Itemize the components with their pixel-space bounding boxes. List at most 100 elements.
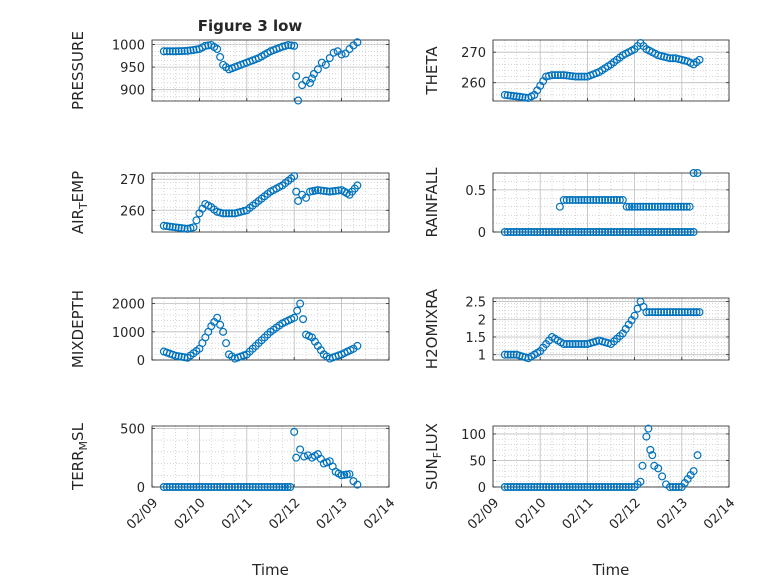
data-point [183,483,192,492]
data-point [665,483,674,492]
data-point [665,308,674,317]
data-point [589,228,598,237]
data-point [604,195,613,204]
data-point [524,483,533,492]
data-point [676,202,685,211]
data-point [503,350,512,359]
data-point [316,186,325,195]
data-point [665,228,674,237]
subplot-3: 0 0.5 RAINFALL [423,167,730,241]
data-point [533,228,542,237]
data-point [556,483,565,492]
y-axis-label: PRESSURE [69,31,87,110]
y-tick-label: 2000 [112,298,145,313]
data-point [527,228,536,237]
data-point [671,228,680,237]
data-point [542,483,551,492]
data-point [159,483,168,492]
data-point [660,308,669,317]
x-tick-label: 02/09 [124,496,161,533]
data-point [225,209,234,218]
data-point [515,228,524,237]
data-point [693,169,702,178]
data-point [162,47,171,56]
data-point [177,483,186,492]
data-point [625,202,634,211]
data-point [658,472,667,481]
data-point [559,71,568,80]
data-point [286,483,295,492]
data-point [227,483,236,492]
data-series [500,39,704,102]
axes-frame [151,172,390,233]
data-point [159,47,168,56]
data-point [515,92,524,101]
data-point [294,96,303,105]
data-point [627,202,636,211]
x-tick-label: 02/09 [465,496,502,533]
data-point [533,483,542,492]
data-point [345,470,354,479]
x-tick-label: 02/14 [701,496,738,533]
data-point [512,228,521,237]
y-axis-label-tail: EMP [69,171,87,202]
data-point [174,352,183,361]
data-point [556,228,565,237]
data-point [521,93,530,102]
data-point [606,195,615,204]
data-point [645,228,654,237]
data-point [674,228,683,237]
data-point [509,483,518,492]
data-point [227,209,236,218]
data-point [586,483,595,492]
data-point [662,202,671,211]
data-point [680,228,689,237]
data-point [171,47,180,56]
axes-frame [492,39,730,102]
data-point [559,340,568,349]
y-axis-label-main: MIXDEPTH [69,290,87,368]
data-point [689,169,698,178]
data-point [622,202,631,211]
data-point [174,483,183,492]
data-point [280,483,289,492]
data-point [624,228,633,237]
data-point [162,483,171,492]
data-point [309,69,318,78]
y-axis-label-subscript: F [431,452,444,458]
data-point [577,483,586,492]
data-series [159,172,362,233]
data-point [306,78,315,87]
data-point [254,483,263,492]
y-tick-label: 500 [120,422,145,437]
data-point [278,483,287,492]
data-point [565,483,574,492]
data-point [293,306,302,315]
x-tick-label: 02/10 [512,496,549,533]
data-point [192,216,201,225]
data-point [642,308,651,317]
data-point [592,228,601,237]
y-axis-label-main: PRESSURE [69,31,87,110]
data-point [216,52,225,61]
data-point [521,483,530,492]
data-point [654,228,663,237]
data-point [615,483,624,492]
data-point [568,483,577,492]
data-point [633,202,642,211]
data-point [580,228,589,237]
y-tick-label: 260 [461,77,486,92]
data-point [674,308,683,317]
y-tick-label: 100 [461,428,486,443]
data-point [300,452,309,461]
data-point [313,186,322,195]
data-point [245,483,254,492]
y-tick-label: 950 [120,61,145,76]
data-point [189,483,198,492]
subplot-2: 260 270 AIRTEMP [69,171,390,234]
y-tick-label: 0 [478,481,486,496]
data-point [518,93,527,102]
data-point [292,72,301,81]
